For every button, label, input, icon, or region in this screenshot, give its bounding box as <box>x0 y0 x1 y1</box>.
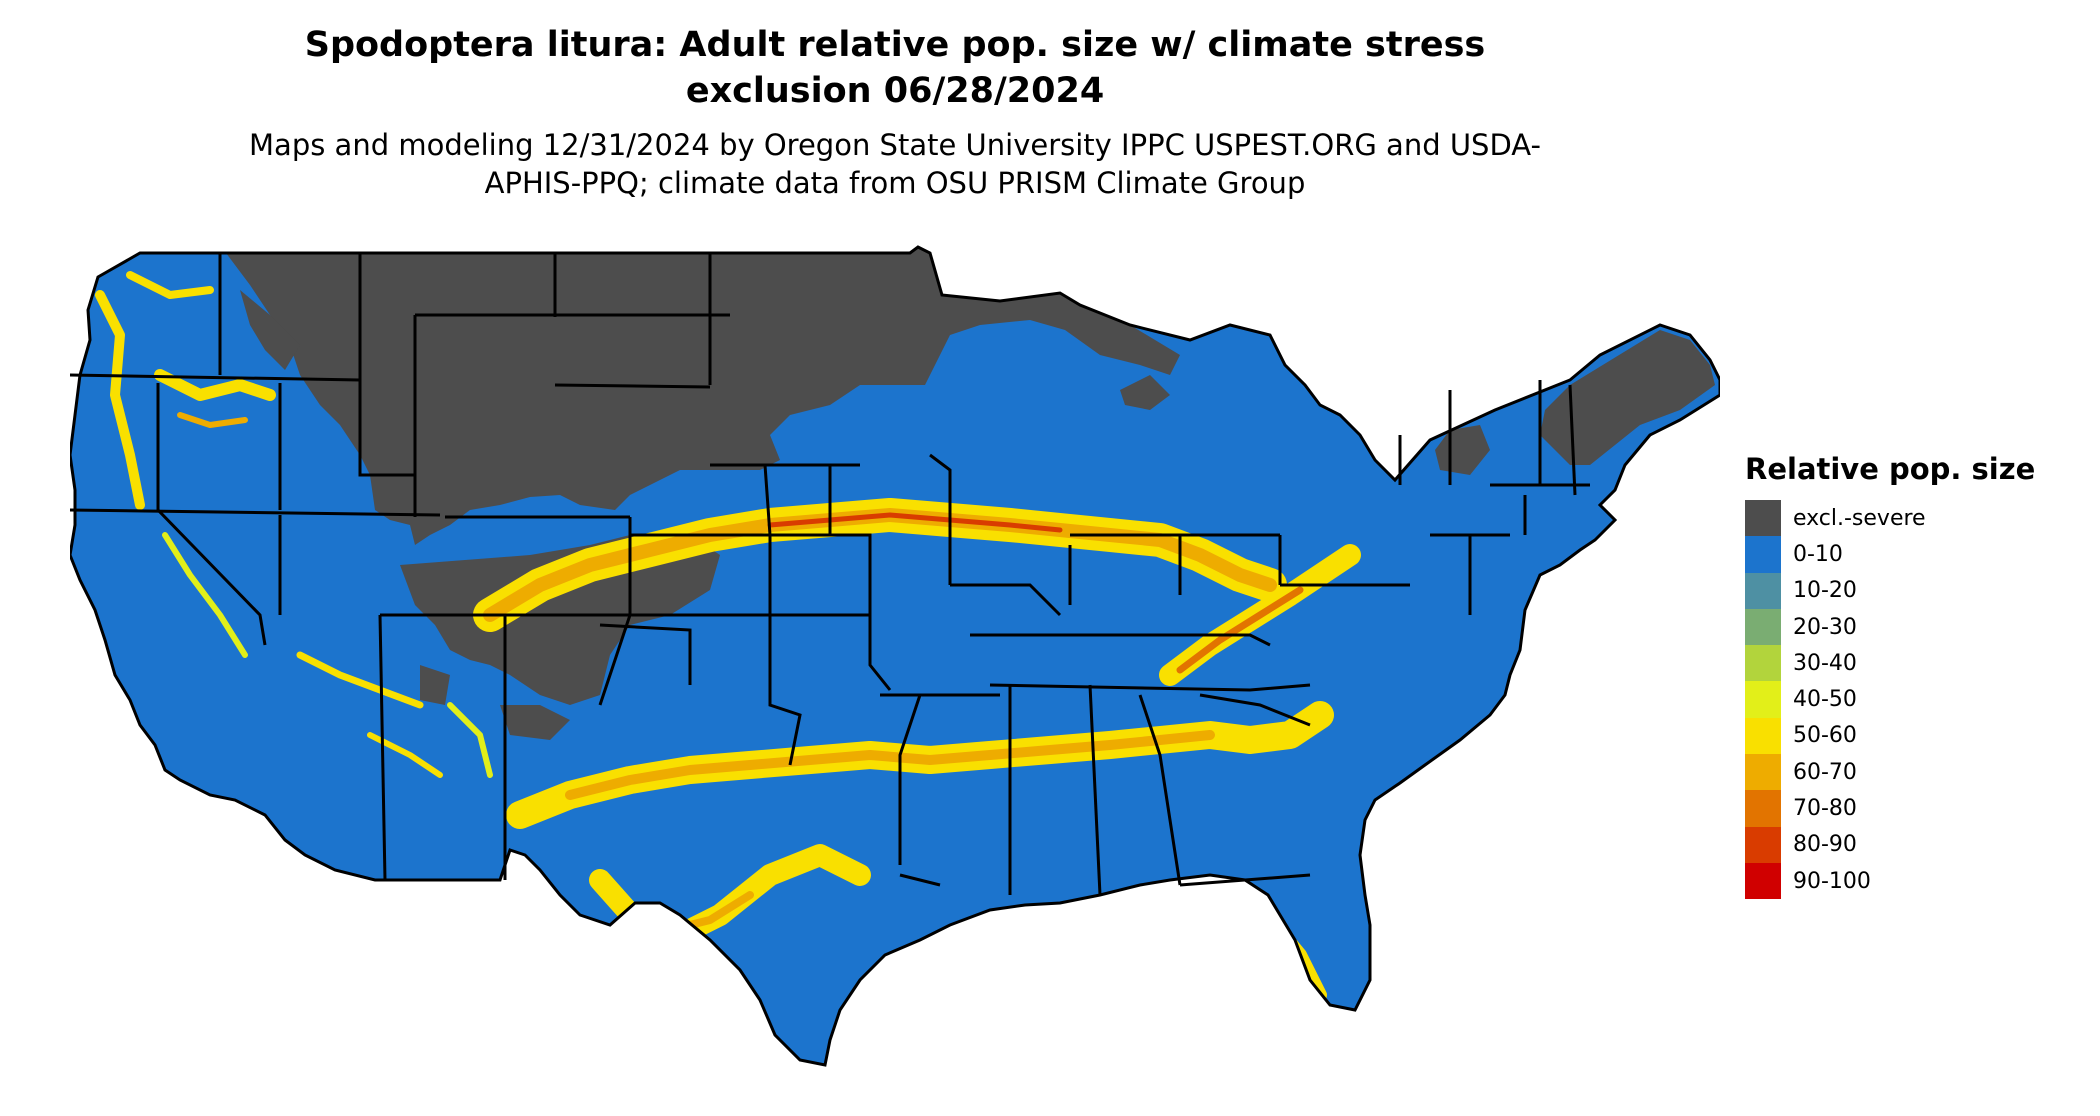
legend-item: 60-70 <box>1745 754 2045 791</box>
legend-title: Relative pop. size <box>1745 452 2036 486</box>
legend-item: 80-90 <box>1745 826 2045 863</box>
legend-item: 70-80 <box>1745 790 2045 827</box>
legend-swatch <box>1745 536 1781 573</box>
legend-label: 50-60 <box>1793 723 1857 749</box>
map-area <box>70 235 1720 1105</box>
legend-label: 10-20 <box>1793 578 1857 604</box>
legend-swatch <box>1745 645 1781 682</box>
map-subtitle: Maps and modeling 12/31/2024 by Oregon S… <box>249 128 1541 200</box>
legend-item: 0-10 <box>1745 536 2045 573</box>
map-title: Spodoptera litura: Adult relative pop. s… <box>304 25 1486 111</box>
legend-swatch <box>1745 826 1781 863</box>
legend-swatch <box>1745 790 1781 827</box>
legend-item: 50-60 <box>1745 717 2045 755</box>
legend-item: 10-20 <box>1745 572 2045 609</box>
legend-item: 30-40 <box>1745 645 2045 682</box>
legend-label: excl.-severe <box>1793 505 1926 531</box>
legend-label: 0-10 <box>1793 541 1843 567</box>
legend: Relative pop. size excl.-severe 0-10 10-20… <box>1745 452 2045 900</box>
legend-swatch <box>1745 500 1781 537</box>
title-block: Spodoptera litura: Adult relative pop. s… <box>0 22 1790 202</box>
legend-item: 20-30 <box>1745 608 2045 646</box>
legend-swatch <box>1745 717 1781 755</box>
legend-item: excl.-severe <box>1745 500 2045 537</box>
legend-label: 40-50 <box>1793 687 1857 713</box>
legend-item: 90-100 <box>1745 862 2045 900</box>
legend-swatch <box>1745 572 1781 609</box>
legend-swatch <box>1745 608 1781 646</box>
legend-label: 30-40 <box>1793 650 1857 676</box>
us-map <box>70 245 1720 1067</box>
legend-label: 20-30 <box>1793 614 1857 640</box>
legend-swatch <box>1745 681 1781 718</box>
legend-swatch <box>1745 862 1781 900</box>
legend-label: 60-70 <box>1793 759 1857 785</box>
legend-label: 90-100 <box>1793 868 1871 894</box>
legend-items: excl.-severe 0-10 10-20 20-30 30-40 40-50 50-6… <box>1745 500 2045 900</box>
legend-item: 40-50 <box>1745 681 2045 718</box>
legend-label: 70-80 <box>1793 796 1857 822</box>
legend-label: 80-90 <box>1793 832 1857 858</box>
legend-swatch <box>1745 754 1781 791</box>
